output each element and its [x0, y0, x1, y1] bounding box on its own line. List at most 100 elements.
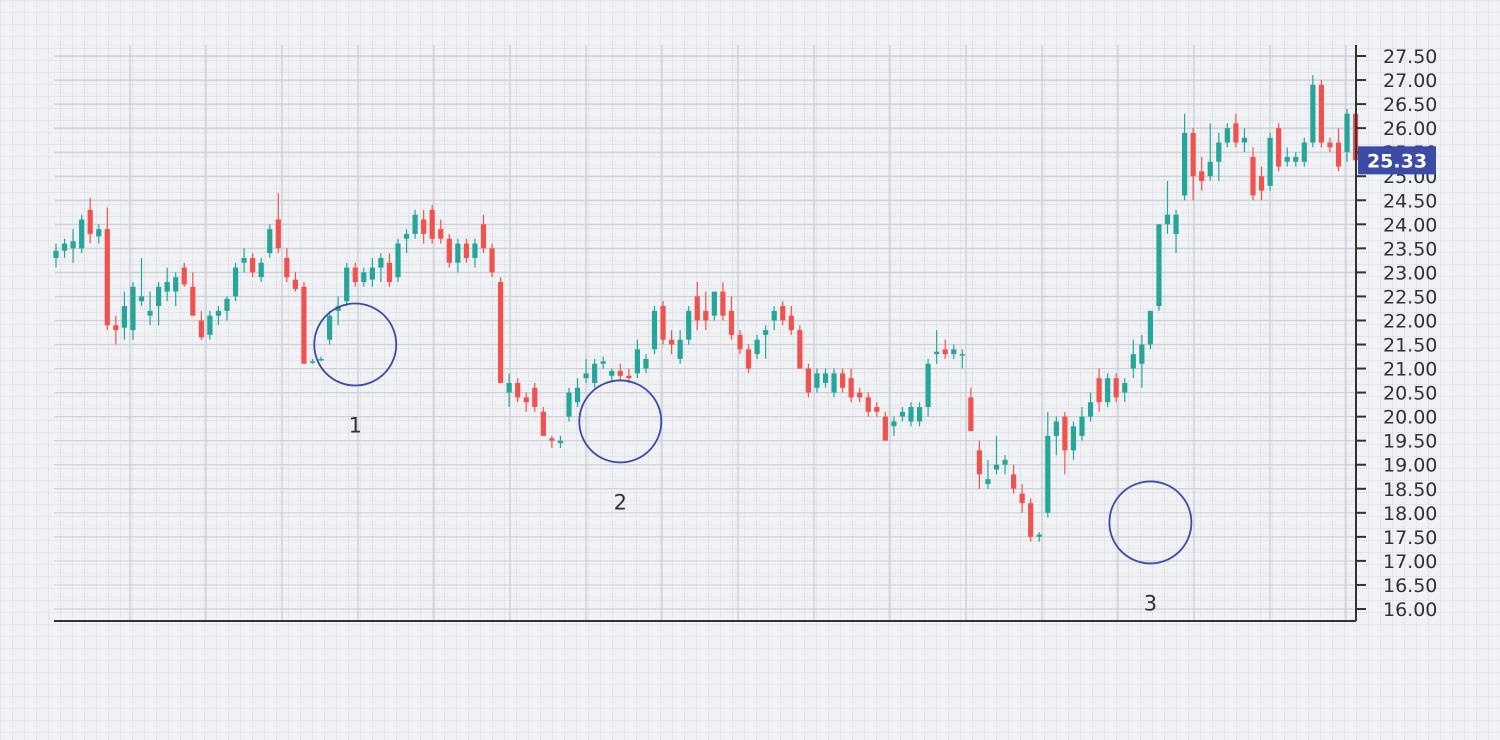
candle-body [1284, 156, 1290, 162]
y-tick-label: 16.00 [1383, 599, 1437, 621]
candle-body [754, 339, 760, 355]
candle-body [1156, 224, 1162, 307]
candle-body [1087, 402, 1094, 417]
candle-body [865, 397, 871, 412]
candle-body [1276, 128, 1282, 167]
candle-body [763, 330, 769, 335]
candle-body [369, 267, 375, 280]
candle-body [1019, 493, 1025, 504]
candle-body [498, 282, 504, 383]
candle-body [1216, 142, 1222, 162]
candle-body [79, 219, 85, 249]
candle-body [857, 392, 863, 398]
candle-body [848, 378, 854, 398]
candle-body [840, 373, 846, 388]
grid-lines [54, 44, 1356, 621]
y-tick-label: 21.00 [1383, 359, 1437, 381]
candle-body [592, 363, 598, 383]
y-tick-label: 26.50 [1383, 94, 1437, 116]
candle-body [831, 373, 837, 393]
candle-body [318, 358, 324, 361]
candle-body [292, 279, 298, 290]
y-axis-ticks: 27.5027.0026.5026.0025.5025.0024.5024.00… [1356, 46, 1437, 621]
y-tick-label: 27.50 [1383, 46, 1437, 68]
candle-body [643, 358, 649, 369]
candle-body [284, 257, 290, 278]
candle-body [327, 315, 333, 340]
candle-body [1207, 161, 1213, 177]
candle-body [181, 267, 187, 285]
candles-layer [53, 75, 1359, 542]
candle-body [694, 296, 700, 321]
candle-body [874, 407, 880, 412]
candle-body [53, 250, 59, 258]
candle-body [61, 243, 68, 251]
last-price-badge-bg [1358, 146, 1436, 175]
candle-body [395, 243, 401, 278]
candle-body [1182, 132, 1188, 196]
candle-body [908, 407, 914, 422]
candle-body [1199, 171, 1205, 182]
candle-body [1053, 421, 1059, 436]
y-tick-label: 23.50 [1383, 238, 1437, 260]
y-tick-label: 18.00 [1383, 503, 1437, 525]
marker-label-2: 2 [614, 490, 627, 514]
y-tick-label: 20.00 [1383, 407, 1437, 429]
candle-body [626, 375, 632, 379]
candle-body [1241, 137, 1248, 143]
candle-body [446, 238, 452, 263]
candle-body [429, 209, 435, 239]
y-tick-label: 24.00 [1383, 214, 1437, 236]
candle-body [335, 306, 341, 311]
marker-label-3: 3 [1144, 591, 1157, 615]
candle-body [532, 387, 538, 408]
y-tick-label: 27.00 [1383, 70, 1437, 92]
marker-circle-1 [313, 302, 398, 387]
y-tick-label: 22.50 [1383, 286, 1437, 308]
candle-body [1139, 344, 1145, 364]
candle-body [976, 450, 982, 475]
candle-body [1122, 382, 1128, 393]
y-tick-label: 17.50 [1383, 527, 1437, 549]
y-tick-label: 23.00 [1383, 262, 1437, 284]
y-tick-label: 26.00 [1383, 118, 1437, 140]
y-tick-label: 21.50 [1383, 335, 1437, 357]
candle-body [1293, 156, 1299, 162]
candle-body [267, 229, 273, 254]
candle-body [1147, 310, 1153, 345]
candle-body [412, 214, 418, 234]
candle-body [1164, 214, 1171, 225]
candle-body [138, 296, 145, 302]
candle-body [113, 325, 119, 331]
y-tick-label: 17.00 [1383, 551, 1437, 573]
candle-body [1130, 354, 1136, 369]
candle-body [164, 282, 170, 292]
candle-body [1190, 132, 1196, 177]
candle-body [993, 464, 1000, 470]
candle-body [728, 310, 735, 335]
candle-body [352, 267, 358, 283]
candle-body [506, 382, 512, 393]
y-tick-label: 16.50 [1383, 575, 1437, 597]
candle-body [232, 267, 239, 297]
candle-body [1344, 113, 1350, 153]
candle-body [1301, 142, 1307, 162]
candle-body [1267, 137, 1273, 186]
candle-body [805, 368, 811, 393]
candle-body [1036, 534, 1042, 537]
candle-body [215, 310, 222, 316]
candle-body [771, 310, 777, 321]
candle-body [1310, 84, 1316, 143]
candle-body [190, 286, 196, 316]
candle-body [96, 229, 102, 237]
last-price-badge: 25.33 [1358, 146, 1436, 175]
candle-body [583, 373, 589, 379]
candle-body [651, 310, 658, 350]
candle-body [378, 257, 384, 268]
candle-body [1045, 435, 1051, 513]
candle-body [745, 349, 752, 369]
candle-body [1096, 378, 1102, 403]
candle-body [1233, 123, 1239, 143]
candle-body [258, 262, 264, 278]
